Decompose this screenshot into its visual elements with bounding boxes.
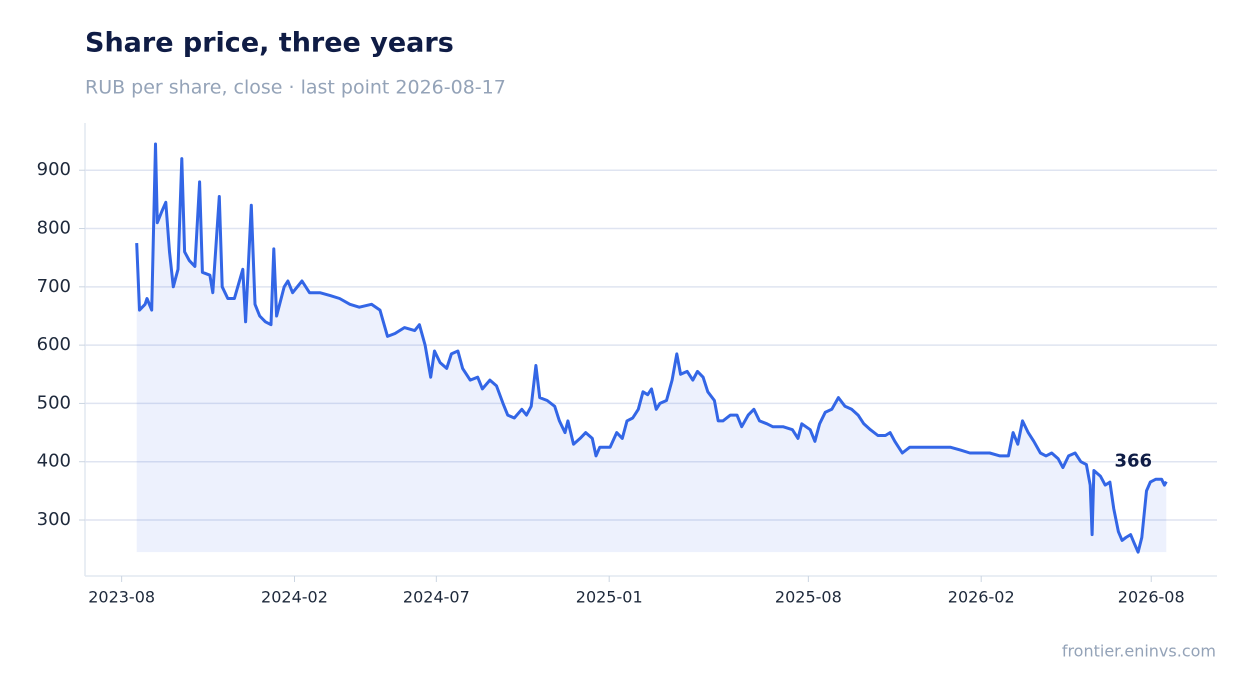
chart-title: Share price, three years (85, 28, 454, 59)
x-tick-label: 2023-08 (88, 588, 155, 607)
price-line (135, 142, 1168, 554)
y-tick-label: 700 (37, 276, 71, 297)
last-value-label: 366 (1114, 451, 1152, 472)
x-tick-label: 2024-07 (403, 588, 470, 607)
y-tick-label: 500 (37, 392, 71, 413)
y-tick-label: 800 (37, 218, 71, 239)
x-tick-label: 2026-02 (948, 588, 1015, 607)
y-tick-label: 900 (37, 159, 71, 180)
area (136, 144, 1167, 553)
chart-subtitle: RUB per share, close · last point 2026-0… (85, 77, 506, 99)
y-tick-label: 600 (37, 334, 71, 355)
x-tick-label: 2024-02 (261, 588, 328, 607)
y-tick-label: 400 (37, 451, 71, 472)
x-tick-label: 2025-08 (775, 588, 842, 607)
y-tick-label: 300 (37, 509, 71, 530)
x-tick-label: 2026-08 (1118, 588, 1185, 607)
source: frontier.eninvs.com (1062, 642, 1216, 661)
x-tick-label: 2025-01 (576, 588, 643, 607)
